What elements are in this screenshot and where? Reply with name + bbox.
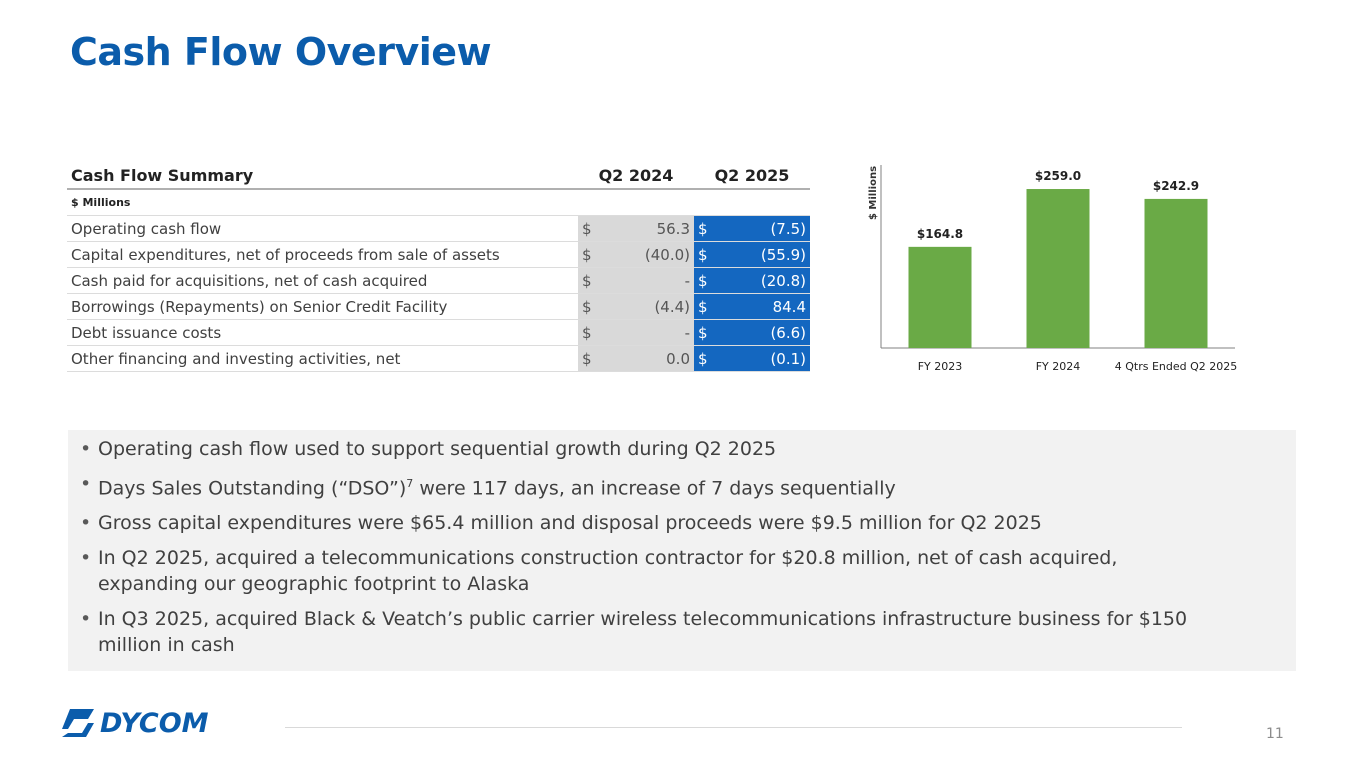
currency-symbol: $ — [578, 241, 600, 268]
bar-2 — [1026, 189, 1090, 348]
table-row: Cash paid for acquisitions, net of cash … — [67, 267, 810, 294]
row-label: Cash paid for acquisitions, net of cash … — [67, 267, 578, 294]
currency-symbol: $ — [694, 215, 716, 242]
currency-symbol: $ — [694, 319, 716, 346]
row-label: Debt issuance costs — [67, 319, 578, 346]
x-tick-label-3: 4 Qtrs Ended Q2 2025 — [1115, 360, 1238, 373]
currency-symbol: $ — [578, 345, 600, 372]
table-header-row: Cash Flow Summary Q2 2024 Q2 2025 — [67, 162, 810, 190]
q2-2025-value: (7.5) — [716, 215, 810, 242]
currency-symbol: $ — [694, 241, 716, 268]
table-title: Cash Flow Summary — [67, 162, 578, 190]
q2-2024-value: - — [600, 267, 694, 294]
currency-symbol: $ — [578, 267, 600, 294]
data-label-2: $259.0 — [1035, 169, 1081, 183]
table-subheader-row: $ Millions — [67, 189, 810, 216]
cash-flow-summary-table: Cash Flow Summary Q2 2024 Q2 2025 $ Mill… — [67, 162, 810, 372]
table-row: Debt issuance costs $ - $ (6.6) — [67, 319, 810, 346]
y-axis-label: $ Millions — [868, 166, 879, 220]
row-label: Borrowings (Repayments) on Senior Credit… — [67, 293, 578, 320]
currency-symbol: $ — [694, 267, 716, 294]
bar-3 — [1144, 198, 1208, 348]
q2-2025-value: 84.4 — [716, 293, 810, 320]
operating-cash-flow-chart: $ Millions $164.8 FY 2023 $259.0 FY 2024 $242… — [860, 155, 1240, 385]
q2-2025-value: (20.8) — [716, 267, 810, 294]
q2-2025-value: (6.6) — [716, 319, 810, 346]
q2-2024-value: 56.3 — [600, 215, 694, 242]
q2-2024-value: 0.0 — [600, 345, 694, 372]
bar-chart-svg: $ Millions $164.8 FY 2023 $259.0 FY 2024 $242… — [868, 165, 1238, 373]
bullet-list: Operating cash flow used to support sequ… — [68, 430, 1296, 658]
row-label: Operating cash flow — [67, 215, 578, 242]
bullet-item: Gross capital expenditures were $65.4 mi… — [80, 510, 1218, 536]
bar-1 — [908, 246, 972, 348]
bullet-text: were 117 days, an increase of 7 days seq… — [413, 477, 896, 500]
bullet-item: Days Sales Outstanding (“DSO”)7 were 117… — [80, 471, 1218, 501]
table-row: Other financing and investing activities… — [67, 345, 810, 372]
page-title: Cash Flow Overview — [70, 30, 492, 74]
column-header-q2-2024: Q2 2024 — [578, 162, 694, 190]
currency-symbol: $ — [578, 319, 600, 346]
q2-2024-value: - — [600, 319, 694, 346]
q2-2025-value: (0.1) — [716, 345, 810, 372]
footer-divider — [285, 727, 1182, 728]
x-tick-label-2: FY 2024 — [1036, 360, 1081, 373]
q2-2025-value: (55.9) — [716, 241, 810, 268]
row-label: Other financing and investing activities… — [67, 345, 578, 372]
currency-symbol: $ — [578, 215, 600, 242]
currency-symbol: $ — [694, 345, 716, 372]
data-label-1: $164.8 — [917, 227, 963, 241]
currency-symbol: $ — [694, 293, 716, 320]
currency-symbol: $ — [578, 293, 600, 320]
bullet-item: Operating cash flow used to support sequ… — [80, 436, 1218, 462]
data-label-3: $242.9 — [1153, 179, 1199, 193]
footnote-marker: 7 — [406, 477, 414, 490]
table-row: Capital expenditures, net of proceeds fr… — [67, 241, 810, 268]
logo-wordmark: DYCOM — [100, 707, 209, 739]
bullet-item: In Q3 2025, acquired Black & Veatch’s pu… — [80, 606, 1218, 658]
table-row: Borrowings (Repayments) on Senior Credit… — [67, 293, 810, 320]
units-label: $ Millions — [67, 189, 578, 216]
key-points-box: Operating cash flow used to support sequ… — [68, 430, 1296, 671]
row-label: Capital expenditures, net of proceeds fr… — [67, 241, 578, 268]
dycom-logo: DYCOM — [60, 707, 209, 739]
bullet-item: In Q2 2025, acquired a telecommunication… — [80, 545, 1218, 597]
x-tick-label-1: FY 2023 — [918, 360, 963, 373]
dycom-logo-mark-icon — [62, 709, 94, 737]
q2-2024-value: (40.0) — [600, 241, 694, 268]
bullet-text: Days Sales Outstanding (“DSO”) — [98, 477, 407, 500]
column-header-q2-2025: Q2 2025 — [694, 162, 810, 190]
page-number: 11 — [1266, 726, 1284, 742]
q2-2024-value: (4.4) — [600, 293, 694, 320]
table-row: Operating cash flow $ 56.3 $ (7.5) — [67, 215, 810, 242]
